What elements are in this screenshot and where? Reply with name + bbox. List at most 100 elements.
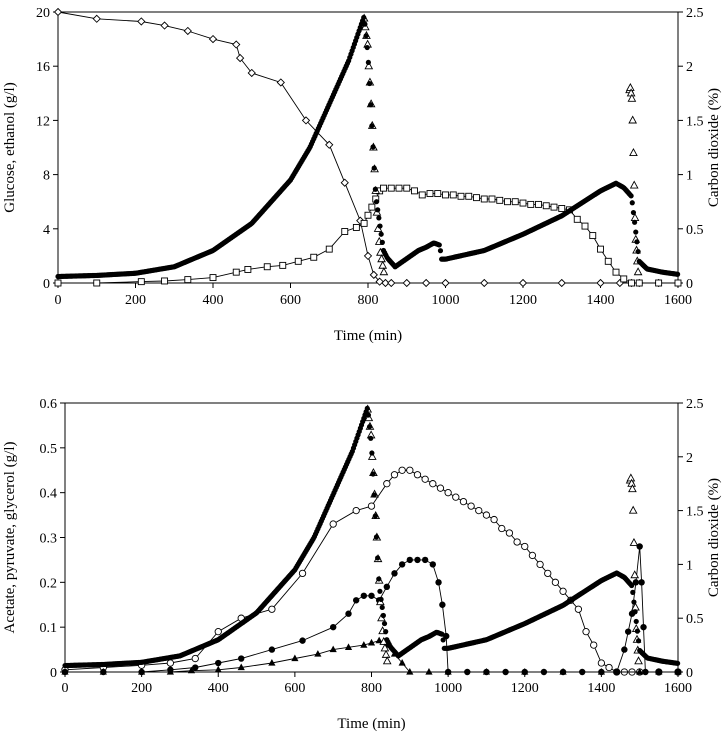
data-point — [367, 451, 377, 460]
data-point — [294, 257, 302, 265]
data-point — [383, 629, 389, 635]
chart-glucose-ethanol: 0 200 400 600 800 1000 1200 1400 160004812162000… — [2, 6, 722, 344]
data-point — [373, 534, 380, 540]
data-point — [620, 275, 628, 283]
data-point — [559, 587, 567, 595]
data-point — [557, 278, 566, 288]
data-point — [214, 665, 222, 673]
data-point — [378, 231, 384, 237]
data-point — [425, 668, 433, 675]
y-tick-label: 0.1 — [40, 621, 58, 636]
data-point — [382, 656, 392, 665]
data-point — [238, 655, 245, 662]
y2-tick-label: 0.5 — [686, 223, 704, 238]
data-point — [482, 668, 491, 675]
y-tick-label: 0.5 — [40, 442, 58, 457]
data-point — [375, 207, 381, 213]
data-point — [633, 267, 643, 276]
data-point — [352, 506, 360, 515]
data-point — [372, 513, 378, 519]
data-point — [411, 187, 418, 195]
data-point — [53, 7, 63, 17]
series-diamond — [53, 7, 683, 288]
data-point — [475, 506, 483, 515]
series-triangle-filled — [61, 636, 682, 675]
x-tick-label: 1600 — [664, 681, 692, 696]
data-point — [235, 53, 245, 63]
data-point — [183, 26, 192, 36]
data-point — [352, 223, 360, 231]
data-point — [375, 555, 381, 561]
data-point — [395, 184, 403, 192]
data-point — [629, 180, 639, 189]
data-point — [442, 191, 449, 199]
data-point — [92, 14, 101, 23]
y2-axis-label: Carbon dioxide (%) — [706, 88, 722, 207]
data-point — [605, 663, 613, 672]
data-point — [628, 279, 635, 287]
data-point — [629, 147, 638, 156]
data-point — [378, 260, 388, 269]
data-point — [268, 659, 276, 666]
data-point — [441, 278, 450, 288]
data-point — [361, 14, 367, 21]
data-point — [310, 253, 318, 261]
data-point — [380, 643, 390, 652]
data-point — [398, 659, 406, 666]
data-point — [166, 668, 174, 675]
data-point — [513, 538, 521, 546]
data-point — [634, 628, 640, 634]
data-point — [268, 646, 276, 653]
data-point — [402, 278, 411, 288]
data-point — [383, 480, 391, 488]
x-tick-label: 1400 — [587, 293, 615, 308]
data-point — [391, 570, 398, 577]
data-point — [364, 211, 372, 219]
data-point — [426, 190, 434, 198]
data-point — [535, 200, 542, 208]
y-tick-label: 8 — [43, 169, 50, 184]
data-point — [406, 556, 414, 564]
data-point — [371, 165, 377, 171]
y2-tick-label: 2.5 — [686, 6, 704, 21]
data-point — [325, 140, 334, 149]
data-point — [440, 637, 446, 643]
data-point — [421, 278, 431, 288]
data-point — [366, 80, 373, 87]
data-point — [473, 194, 480, 202]
y-tick-label: 0.2 — [40, 576, 58, 591]
data-point — [161, 277, 169, 285]
data-point — [629, 582, 635, 589]
data-point — [390, 471, 399, 479]
data-point — [137, 278, 145, 286]
data-point — [325, 245, 333, 253]
y-tick-label: 0 — [50, 666, 57, 681]
x-axis-label: Time (min) — [334, 328, 402, 344]
data-point — [631, 599, 637, 605]
data-point — [377, 223, 383, 229]
data-point — [444, 489, 452, 497]
data-point — [363, 33, 369, 39]
data-point — [636, 668, 644, 675]
data-point — [329, 623, 337, 631]
data-point — [521, 542, 529, 551]
y2-tick-label: 0 — [686, 666, 693, 681]
data-point — [519, 199, 527, 207]
data-point — [452, 493, 460, 501]
data-point — [627, 93, 637, 102]
data-point — [329, 645, 337, 653]
data-point — [364, 405, 370, 412]
data-point — [363, 251, 373, 261]
data-point — [367, 502, 376, 510]
data-point — [621, 646, 628, 653]
y-tick-label: 4 — [43, 223, 50, 238]
data-point — [387, 278, 396, 288]
data-point — [372, 186, 378, 192]
y-tick-label: 20 — [36, 6, 50, 21]
data-point — [636, 543, 643, 550]
data-point — [344, 643, 353, 650]
data-point — [373, 199, 380, 205]
data-point — [263, 263, 271, 271]
data-point — [640, 623, 647, 631]
